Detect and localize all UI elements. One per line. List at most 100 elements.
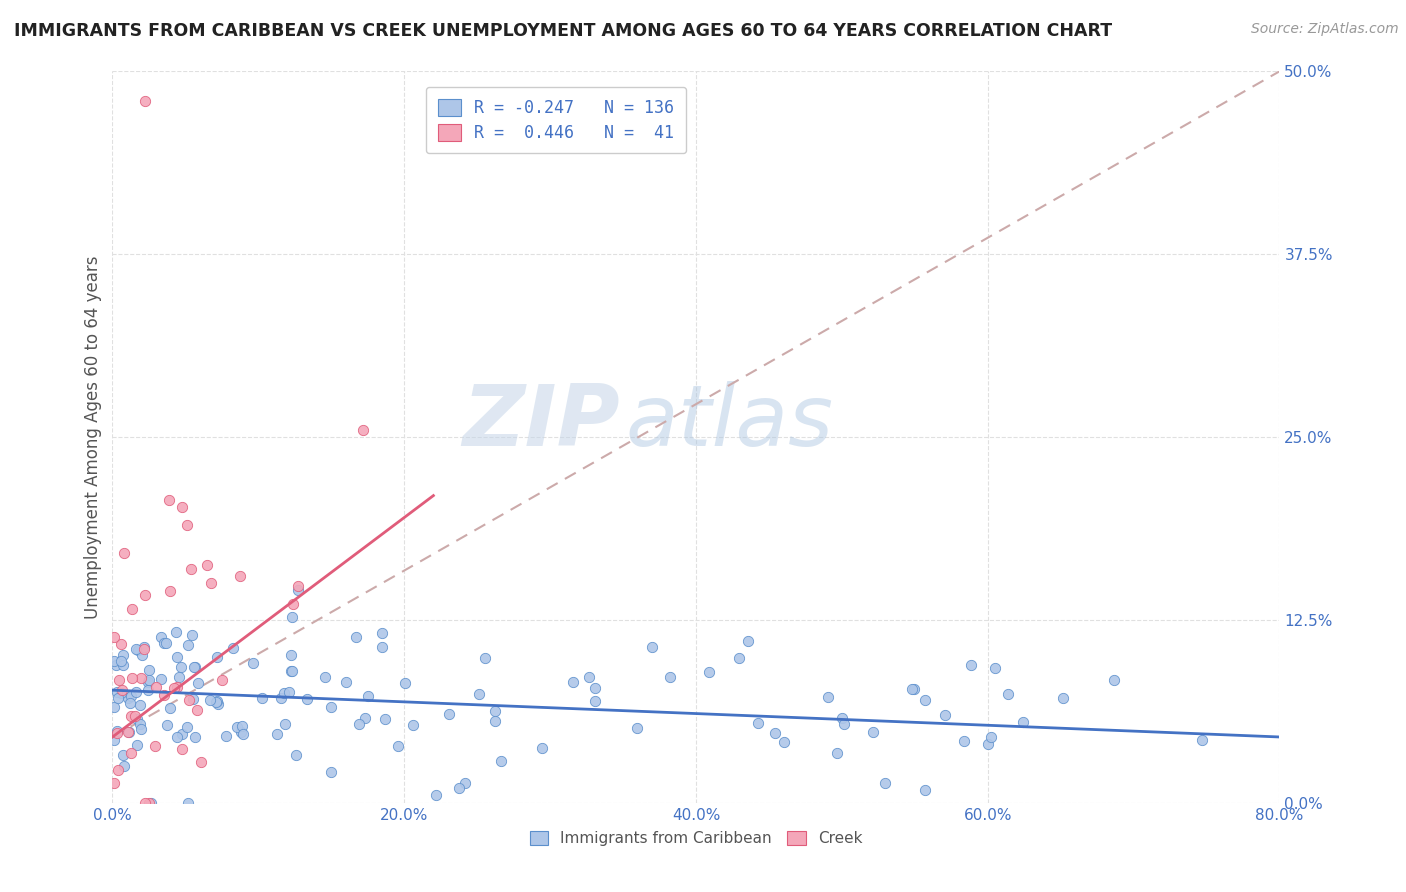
Point bbox=[125, 684, 148, 698]
Point bbox=[120, 689, 142, 703]
Point bbox=[118, 724, 141, 739]
Point bbox=[561, 675, 583, 690]
Point bbox=[484, 705, 506, 719]
Point bbox=[184, 660, 207, 674]
Point bbox=[374, 712, 396, 726]
Point bbox=[484, 714, 506, 729]
Point bbox=[626, 721, 648, 735]
Point bbox=[117, 690, 139, 705]
Point bbox=[747, 716, 769, 731]
Point bbox=[132, 640, 155, 655]
Point bbox=[353, 711, 375, 725]
Point bbox=[129, 671, 152, 685]
Point bbox=[280, 648, 302, 662]
Point bbox=[112, 759, 135, 773]
Point bbox=[763, 726, 786, 740]
Point bbox=[198, 692, 221, 706]
Point bbox=[578, 671, 600, 685]
Point bbox=[402, 717, 425, 731]
Point bbox=[134, 588, 156, 602]
Point bbox=[103, 733, 125, 747]
Point bbox=[231, 719, 253, 733]
Point bbox=[437, 707, 460, 722]
Point bbox=[132, 641, 155, 656]
Point bbox=[128, 698, 150, 712]
Point bbox=[242, 656, 264, 670]
Text: ZIP: ZIP bbox=[463, 381, 620, 464]
Point bbox=[153, 636, 176, 650]
Point bbox=[170, 660, 193, 674]
Point bbox=[170, 726, 193, 740]
Point bbox=[145, 680, 167, 694]
Point bbox=[454, 776, 477, 790]
Point bbox=[346, 630, 368, 644]
Point bbox=[166, 680, 188, 694]
Point bbox=[215, 729, 238, 743]
Point bbox=[107, 690, 129, 705]
Point bbox=[321, 700, 343, 714]
Point bbox=[190, 755, 212, 769]
Point bbox=[134, 796, 156, 810]
Point bbox=[449, 781, 471, 796]
Text: Source: ZipAtlas.com: Source: ZipAtlas.com bbox=[1251, 22, 1399, 37]
Point bbox=[165, 624, 187, 639]
Point bbox=[108, 673, 131, 688]
Point bbox=[205, 695, 228, 709]
Point bbox=[128, 717, 150, 731]
Point bbox=[183, 660, 205, 674]
Point bbox=[274, 717, 297, 731]
Point bbox=[352, 423, 374, 437]
Point bbox=[176, 518, 198, 533]
Point bbox=[983, 661, 1005, 675]
Point bbox=[120, 746, 142, 760]
Point bbox=[728, 651, 751, 665]
Point bbox=[195, 558, 218, 573]
Point bbox=[155, 636, 177, 650]
Point bbox=[103, 655, 125, 669]
Point bbox=[468, 687, 491, 701]
Point bbox=[914, 692, 936, 706]
Point bbox=[278, 685, 301, 699]
Point bbox=[111, 648, 134, 662]
Point bbox=[181, 691, 204, 706]
Point bbox=[659, 670, 682, 684]
Point bbox=[349, 716, 371, 731]
Point bbox=[159, 584, 181, 599]
Point bbox=[270, 691, 292, 706]
Point bbox=[583, 681, 606, 696]
Point bbox=[273, 686, 295, 700]
Point bbox=[125, 712, 148, 726]
Point bbox=[207, 697, 229, 711]
Point bbox=[103, 630, 125, 644]
Point bbox=[232, 727, 254, 741]
Point bbox=[103, 776, 125, 790]
Point bbox=[817, 690, 839, 704]
Point bbox=[105, 725, 128, 739]
Point bbox=[1191, 733, 1213, 747]
Legend: Immigrants from Caribbean, Creek: Immigrants from Caribbean, Creek bbox=[522, 823, 870, 854]
Point bbox=[110, 654, 132, 668]
Point bbox=[177, 796, 200, 810]
Point bbox=[110, 637, 132, 651]
Point bbox=[111, 657, 134, 672]
Point bbox=[187, 675, 209, 690]
Point bbox=[371, 626, 394, 640]
Point bbox=[903, 681, 925, 696]
Point bbox=[229, 725, 252, 739]
Point bbox=[138, 796, 160, 810]
Point bbox=[170, 742, 193, 756]
Point bbox=[110, 686, 132, 700]
Point bbox=[129, 722, 152, 736]
Point bbox=[139, 796, 162, 810]
Point bbox=[997, 686, 1019, 700]
Point bbox=[163, 681, 186, 695]
Point bbox=[138, 673, 160, 687]
Point bbox=[125, 641, 148, 656]
Point bbox=[105, 724, 128, 739]
Point bbox=[121, 602, 143, 616]
Point bbox=[357, 689, 380, 703]
Point bbox=[138, 664, 160, 678]
Point bbox=[111, 682, 134, 697]
Point bbox=[314, 670, 336, 684]
Point bbox=[222, 640, 245, 655]
